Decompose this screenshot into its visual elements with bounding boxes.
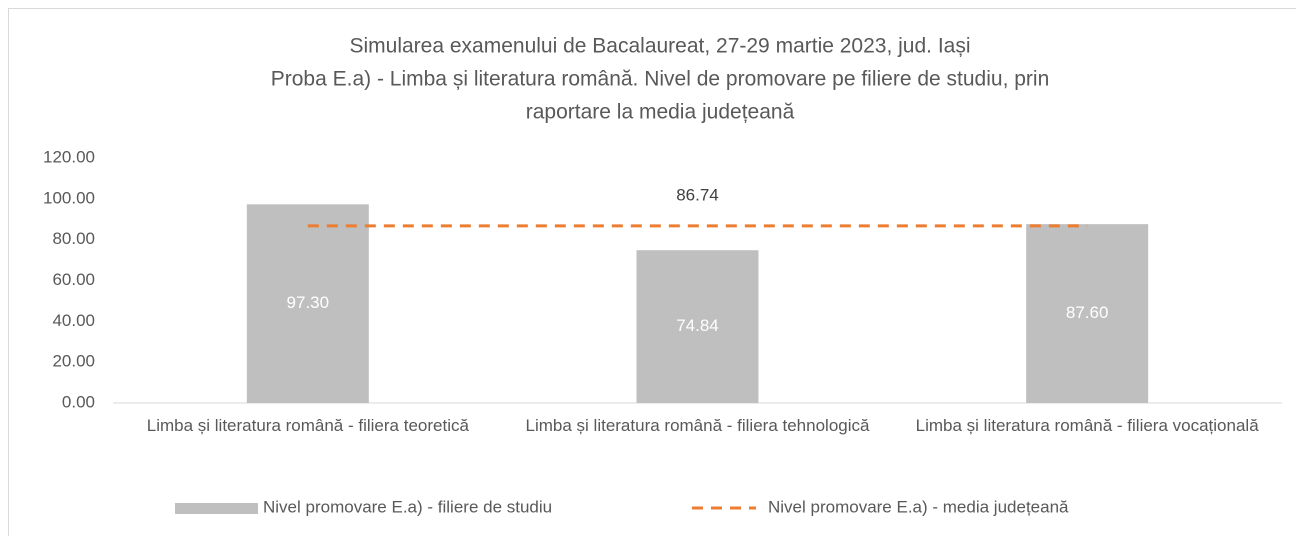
x-tick-label-box: Limba și literatura română - filiera voc… xyxy=(915,416,1259,435)
legend-label: Nivel promovare E.a) - media județeană xyxy=(768,497,1069,516)
x-tick-label-box: Limba și literatura română - filiera teh… xyxy=(525,416,870,435)
y-tick-label: 40.00 xyxy=(52,311,95,330)
y-tick-label: 20.00 xyxy=(52,352,95,371)
y-tick-label: 0.00 xyxy=(62,392,95,411)
chart-border xyxy=(8,8,1296,536)
x-tick-label: Limba și literatura română - filiera teo… xyxy=(146,416,469,435)
bar xyxy=(1026,224,1149,403)
bar xyxy=(636,250,759,403)
bar-value-label: 97.30 xyxy=(287,293,330,312)
y-tick-label: 80.00 xyxy=(52,229,95,248)
y-tick-label: 120.00 xyxy=(43,147,95,166)
chart-title: Simularea examenului de Bacalaureat, 27-… xyxy=(349,35,970,58)
y-tick-label: 100.00 xyxy=(43,188,95,207)
x-tick-label-box: Limba și literatura română - filiera teo… xyxy=(146,416,469,435)
x-tick-label: Limba și literatura română - filiera voc… xyxy=(915,416,1259,435)
y-tick-label: 60.00 xyxy=(52,270,95,289)
legend-label: Nivel promovare E.a) - filiere de studiu xyxy=(263,497,552,516)
chart-title: raportare la media județeană xyxy=(526,101,795,124)
line-value-label: 86.74 xyxy=(676,185,719,204)
legend-swatch xyxy=(175,503,258,514)
x-tick-label: Limba și literatura română - filiera teh… xyxy=(525,416,870,435)
bar xyxy=(246,204,369,403)
bar-value-label: 74.84 xyxy=(676,316,719,335)
bar-value-label: 87.60 xyxy=(1066,303,1109,322)
chart-title: Proba E.a) - Limba și literatura română.… xyxy=(271,68,1050,91)
